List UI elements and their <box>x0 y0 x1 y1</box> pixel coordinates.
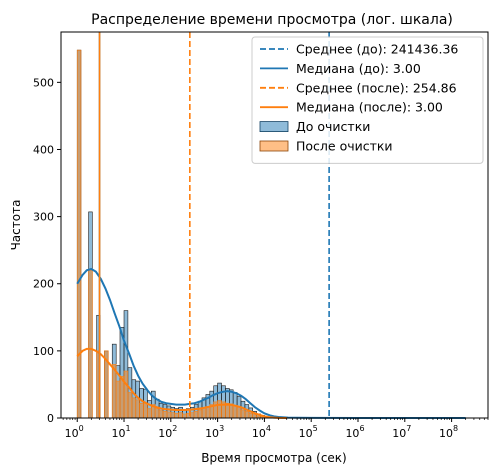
legend-label: Медиана (до): 3.00 <box>296 61 421 76</box>
y-tick-label: 300 <box>33 211 54 224</box>
y-axis-label: Частота <box>9 200 23 251</box>
histogram-bar <box>252 414 257 419</box>
plot-area-frame <box>60 31 489 419</box>
histogram-bar <box>143 402 148 419</box>
histogram-bar <box>248 412 253 419</box>
histogram-bar <box>139 402 144 419</box>
histogram-bar <box>244 410 250 419</box>
y-tick-label: 500 <box>33 76 54 89</box>
x-tick-exponent: 1 <box>125 424 130 433</box>
histogram-bar <box>127 392 133 419</box>
histogram-bar <box>193 410 199 419</box>
x-tick-label: 105 <box>299 424 318 440</box>
legend-label: Медиана (после): 3.00 <box>296 100 443 115</box>
histogram-bar <box>76 49 82 419</box>
y-tick-label: 400 <box>33 143 54 156</box>
kde-curve-1 <box>76 347 287 419</box>
x-tick-label: 104 <box>252 424 271 440</box>
legend: Среднее (до): 241436.36 Медиана (до): 3.0… <box>251 36 484 164</box>
histogram-bar <box>88 270 93 419</box>
histogram-bar <box>217 400 222 419</box>
histogram-bar <box>178 412 183 419</box>
y-tick-label: 200 <box>33 278 54 291</box>
legend-label: Среднее (до): 241436.36 <box>296 42 458 57</box>
x-tick-exponent: 6 <box>359 424 364 433</box>
x-tick-exponent: 0 <box>79 424 84 433</box>
x-tick-exponent: 5 <box>313 424 318 433</box>
legend-label: После очистки <box>296 139 393 154</box>
histogram-bar <box>123 370 129 419</box>
kde-layer <box>76 267 466 419</box>
legend-label: До очистки <box>296 119 370 134</box>
histogram-bar <box>170 412 175 419</box>
histogram-bar <box>131 397 137 419</box>
x-tick-exponent: 7 <box>406 424 411 433</box>
histogram-bar <box>190 412 195 419</box>
histogram-bar <box>162 410 168 419</box>
histogram-bar <box>166 411 172 419</box>
histogram-bar <box>174 412 179 419</box>
x-tick-label: 107 <box>392 424 411 440</box>
histogram-bar <box>147 408 152 419</box>
histogram-bar <box>236 406 242 419</box>
histogram-bar <box>119 376 125 419</box>
legend-patch-swatch <box>259 121 289 132</box>
histogram-bar <box>135 399 140 419</box>
x-tick-exponent: 4 <box>266 424 271 433</box>
legend-label: Среднее (после): 254.86 <box>296 80 457 95</box>
legend-box <box>251 36 484 164</box>
x-axis-label: Время просмотра (сек) <box>201 451 346 465</box>
histogram-bar <box>232 404 238 419</box>
histogram-bar <box>197 409 203 419</box>
x-tick-label: 103 <box>205 424 224 440</box>
histogram-bar <box>182 413 187 419</box>
x-tick-label: 108 <box>439 424 458 440</box>
bars-layer <box>76 49 273 419</box>
x-tick-exponent: 3 <box>219 424 224 433</box>
x-tick-label: 106 <box>345 424 364 440</box>
histogram-bar <box>240 409 246 419</box>
x-tick-label: 100 <box>65 424 84 440</box>
histogram-bar <box>154 408 160 419</box>
chart-title: Распределение времени просмотра (лог. шк… <box>91 12 453 28</box>
y-tick-label: 100 <box>33 345 54 358</box>
x-axis: 100 101 102 103 104 105 106 107 108 <box>62 418 489 440</box>
x-tick-exponent: 2 <box>172 424 177 433</box>
series-bars-1 <box>76 49 265 419</box>
x-tick-label: 102 <box>158 424 177 440</box>
histogram-bar <box>201 407 207 419</box>
y-axis: 0 100 200 300 400 500 <box>33 76 61 425</box>
histogram-bar <box>158 410 164 419</box>
legend-patch-swatch <box>259 140 289 152</box>
x-tick-label: 101 <box>111 424 130 440</box>
x-tick-exponent: 8 <box>453 424 458 433</box>
y-tick-label: 0 <box>47 412 54 425</box>
histogram-bar <box>115 380 121 419</box>
